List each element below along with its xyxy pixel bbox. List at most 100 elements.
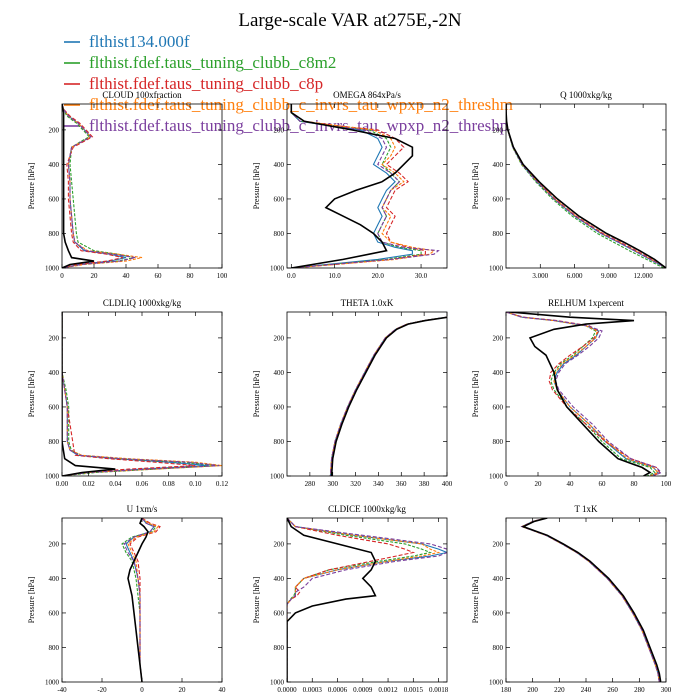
- series-line-observed: [287, 518, 377, 682]
- y-tick-label: 400: [493, 575, 504, 583]
- series-line-4: [506, 104, 666, 268]
- series-line-4: [329, 316, 447, 476]
- x-tick-label: 80: [631, 480, 639, 488]
- panel-2: OMEGA 864xPa/s Pressure [hPa] 200 400 600 800…: [252, 90, 448, 280]
- y-axis-label: Pressure [hPa]: [252, 162, 261, 209]
- panel-title: THETA 1.0xK: [341, 298, 394, 308]
- y-axis-label: Pressure [hPa]: [471, 370, 480, 417]
- x-tick-label: 6.000: [567, 272, 583, 280]
- series-line-5: [62, 104, 136, 268]
- x-tick-label: 200: [527, 686, 538, 694]
- series-line-3: [506, 104, 666, 268]
- panel-title: CLDICE 1000xkg/kg: [328, 504, 406, 514]
- x-tick-label: 3.000: [532, 272, 548, 280]
- series-line-3: [520, 518, 660, 682]
- x-tick-label: 380: [419, 480, 430, 488]
- y-tick-label: 600: [493, 403, 504, 411]
- series-group: [329, 316, 447, 476]
- x-tick-label: 0.0006: [328, 686, 348, 694]
- x-tick-label: 240: [581, 686, 592, 694]
- y-tick-label: 600: [274, 609, 285, 617]
- series-line-1: [329, 316, 447, 476]
- series-line-4: [520, 518, 660, 682]
- series-line-observed: [62, 104, 95, 268]
- figure-title: Large-scale VAR at275E,-2N: [238, 10, 461, 31]
- x-tick-label: 0.00: [56, 480, 69, 488]
- y-tick-label: 200: [49, 334, 60, 342]
- x-tick-label: 10.0: [328, 272, 341, 280]
- legend-entry: flthist.fdef.taus_tuning_clubb_c8m2: [89, 53, 336, 72]
- series-line-observed: [290, 104, 414, 268]
- x-tick-label: 0.08: [163, 480, 176, 488]
- series-group: [520, 518, 662, 682]
- legend-entry: flthist.fdef.taus_tuning_clubb_c8p: [89, 74, 323, 93]
- legend: flthist134.000f flthist.fdef.taus_tuning_…: [64, 32, 513, 135]
- y-tick-label: 200: [49, 540, 60, 548]
- series-line-1: [520, 518, 660, 682]
- x-tick-label: 260: [607, 686, 618, 694]
- series-line-1: [290, 104, 413, 268]
- panel-title: OMEGA 864xPa/s: [333, 90, 401, 100]
- panel-frame: [505, 311, 667, 477]
- y-tick-label: 200: [49, 126, 60, 134]
- x-tick-label: 20: [535, 480, 543, 488]
- series-group: [121, 518, 161, 682]
- y-tick-label: 400: [493, 369, 504, 377]
- series-line-2: [506, 312, 656, 476]
- series-group: [62, 104, 143, 268]
- series-line-observed: [521, 518, 662, 682]
- y-tick-label: 800: [493, 438, 504, 446]
- x-tick-label: 400: [442, 480, 453, 488]
- x-tick-label: 0: [60, 272, 64, 280]
- y-tick-label: 1000: [270, 265, 285, 273]
- y-tick-label: 600: [49, 403, 60, 411]
- series-line-5: [506, 104, 666, 268]
- y-axis-label: Pressure [hPa]: [471, 162, 480, 209]
- y-tick-label: 400: [49, 161, 60, 169]
- x-tick-label: 0.0003: [303, 686, 323, 694]
- series-group: [290, 104, 440, 268]
- y-tick-label: 1000: [45, 473, 60, 481]
- y-tick-label: 800: [274, 438, 285, 446]
- series-line-2: [287, 518, 433, 682]
- series-line-2: [506, 104, 664, 268]
- series-line-3: [506, 312, 661, 476]
- y-tick-label: 800: [493, 644, 504, 652]
- series-line-5: [123, 518, 155, 682]
- x-tick-label: 0.0000: [277, 686, 297, 694]
- y-tick-label: 1000: [489, 473, 504, 481]
- series-line-5: [329, 316, 447, 476]
- series-group: [506, 104, 666, 268]
- y-tick-label: 800: [274, 644, 285, 652]
- y-tick-label: 800: [493, 230, 504, 238]
- panel-frame: [61, 103, 223, 269]
- y-tick-label: 1000: [270, 679, 285, 687]
- x-tick-label: 360: [396, 480, 407, 488]
- x-tick-label: 80: [187, 272, 195, 280]
- series-line-observed: [330, 316, 447, 476]
- series-line-4: [287, 518, 441, 682]
- y-tick-label: 600: [274, 403, 285, 411]
- x-tick-label: 180: [501, 686, 512, 694]
- panel-title: CLOUD 100xfraction: [102, 90, 182, 100]
- panel-title: CLDLIQ 1000xkg/kg: [103, 298, 182, 308]
- series-group: [506, 312, 663, 476]
- y-tick-label: 800: [274, 230, 285, 238]
- x-tick-label: 220: [554, 686, 565, 694]
- x-tick-label: 40: [567, 480, 575, 488]
- y-tick-label: 200: [274, 334, 285, 342]
- series-line-5: [62, 312, 220, 476]
- x-tick-label: 280: [305, 480, 316, 488]
- y-axis-label: Pressure [hPa]: [27, 370, 36, 417]
- panel-title: RELHUM 1xpercent: [548, 298, 624, 308]
- x-tick-label: 0.0012: [378, 686, 398, 694]
- y-tick-label: 800: [49, 644, 60, 652]
- x-tick-label: 0.0: [287, 272, 296, 280]
- y-tick-label: 1000: [270, 473, 285, 481]
- series-line-2: [121, 518, 157, 682]
